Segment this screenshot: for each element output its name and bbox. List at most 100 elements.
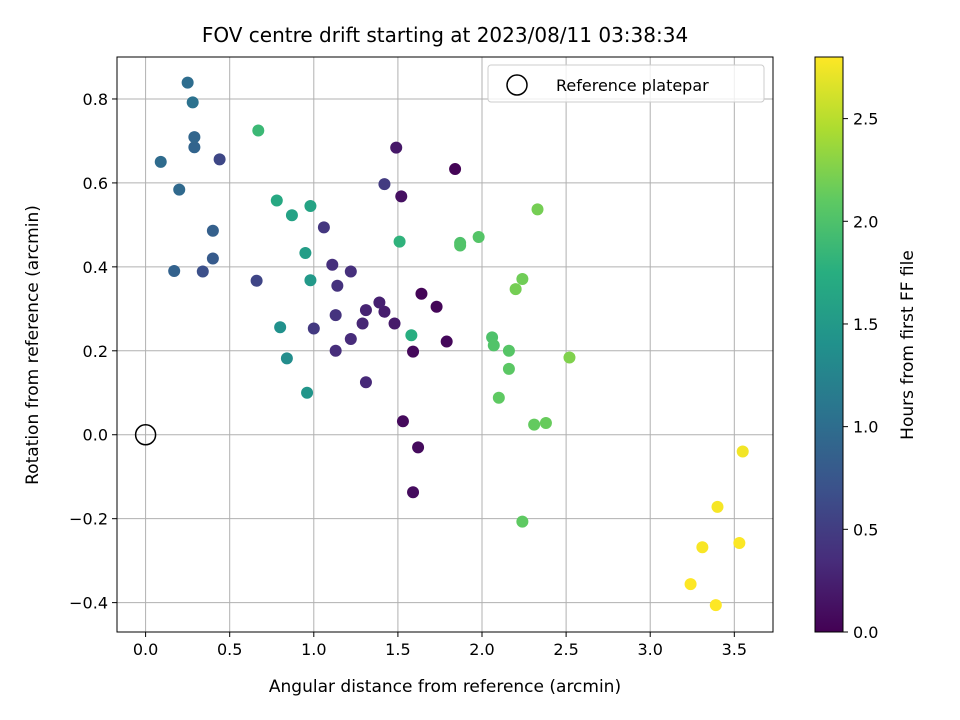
data-point (252, 124, 265, 137)
x-tick-label: 0.0 (133, 640, 158, 659)
reference-platepar-marker (134, 423, 157, 446)
plot-area: 0.0 0.5 1.0 1.5 2.0 2.5 3.0 3.5 −0.4 −0.2 0.0 0.2 0… (69, 56, 774, 659)
data-point (359, 376, 372, 389)
data-point (539, 416, 552, 429)
data-point (449, 163, 462, 176)
colorbar-tick-label: 2.5 (853, 110, 878, 129)
data-point (285, 209, 298, 222)
data-point (736, 445, 749, 458)
data-point (378, 178, 391, 191)
data-point (344, 265, 357, 278)
data-point (502, 344, 515, 357)
data-point (188, 141, 201, 154)
data-point (206, 252, 219, 265)
data-point (395, 190, 408, 203)
data-point (213, 153, 226, 166)
data-point (168, 265, 181, 278)
data-point (711, 500, 724, 513)
x-tick-label: 0.5 (217, 640, 242, 659)
x-tick-label: 1.0 (301, 640, 326, 659)
y-tick-label: 0.4 (83, 258, 108, 277)
x-tick-label: 1.5 (385, 640, 410, 659)
data-point (299, 247, 312, 260)
data-point (430, 300, 443, 313)
data-point (563, 351, 576, 364)
legend: Reference platepar (487, 64, 765, 103)
data-point (326, 258, 339, 271)
data-point (181, 76, 194, 89)
data-point (472, 231, 485, 244)
data-point (509, 283, 522, 296)
data-point (186, 96, 199, 109)
data-point (378, 305, 391, 318)
y-tick-label: −0.2 (69, 510, 108, 529)
data-point (304, 274, 317, 287)
data-point (393, 235, 406, 248)
data-point (440, 335, 453, 348)
data-point (188, 131, 201, 144)
data-point (684, 578, 697, 591)
data-point (388, 317, 401, 330)
data-point (487, 339, 500, 352)
y-axis-label: Rotation from reference (arcmin) (23, 205, 43, 485)
data-point (331, 279, 344, 292)
data-point (516, 273, 529, 286)
y-tick-label: 0.0 (83, 426, 108, 445)
data-point (173, 183, 186, 196)
data-point (356, 317, 369, 330)
data-point (709, 599, 722, 612)
colorbar-tick-label: 0.0 (853, 623, 878, 642)
data-point (407, 486, 420, 499)
y-tick-label: 0.8 (83, 90, 108, 109)
data-point (412, 441, 425, 454)
y-axis-ticks: −0.4 −0.2 0.0 0.2 0.4 0.6 0.8 (69, 90, 117, 613)
x-tick-label: 3.0 (637, 640, 662, 659)
data-point (317, 221, 330, 234)
y-tick-label: 0.2 (83, 342, 108, 361)
colorbar-tick-label: 1.5 (853, 315, 878, 334)
data-point (274, 321, 287, 334)
data-point (304, 199, 317, 212)
data-point (154, 155, 167, 168)
data-point (329, 309, 342, 322)
legend-marker-open-circle-icon (506, 74, 528, 96)
data-point (407, 345, 420, 358)
plot-frame (116, 56, 774, 633)
data-point (696, 541, 709, 554)
data-point (359, 304, 372, 317)
chart-title: FOV centre drift starting at 2023/08/11 … (202, 23, 688, 47)
data-point (196, 265, 209, 278)
x-axis-label: Angular distance from reference (arcmin) (269, 677, 621, 697)
data-point (270, 194, 283, 207)
data-point (373, 296, 386, 309)
data-point (344, 333, 357, 346)
data-point (396, 415, 409, 428)
data-point (206, 224, 219, 237)
data-point (733, 537, 746, 550)
data-point (405, 329, 418, 342)
data-point (454, 239, 467, 252)
data-point (301, 386, 314, 399)
data-point (516, 515, 529, 528)
y-tick-label: −0.4 (69, 594, 108, 613)
data-points (154, 76, 749, 612)
data-point (329, 344, 342, 357)
grid-lines (117, 57, 773, 632)
x-tick-label: 3.5 (722, 640, 747, 659)
colorbar-tick-label: 1.0 (853, 418, 878, 437)
data-point (502, 362, 515, 375)
data-point (390, 141, 403, 154)
data-point (415, 287, 428, 300)
data-point (528, 418, 541, 431)
x-tick-label: 2.5 (553, 640, 578, 659)
colorbar: 0.0 0.5 1.0 1.5 2.0 2.5 Hours from first FF f… (814, 56, 918, 642)
y-tick-label: 0.6 (83, 174, 108, 193)
colorbar-ticks: 0.0 0.5 1.0 1.5 2.0 2.5 (843, 110, 878, 642)
data-point (531, 203, 544, 216)
data-point (280, 352, 293, 365)
legend-label: Reference platepar (556, 76, 709, 95)
legend-box (487, 64, 765, 103)
x-tick-label: 2.0 (469, 640, 494, 659)
reference-marker-layer (134, 423, 157, 446)
